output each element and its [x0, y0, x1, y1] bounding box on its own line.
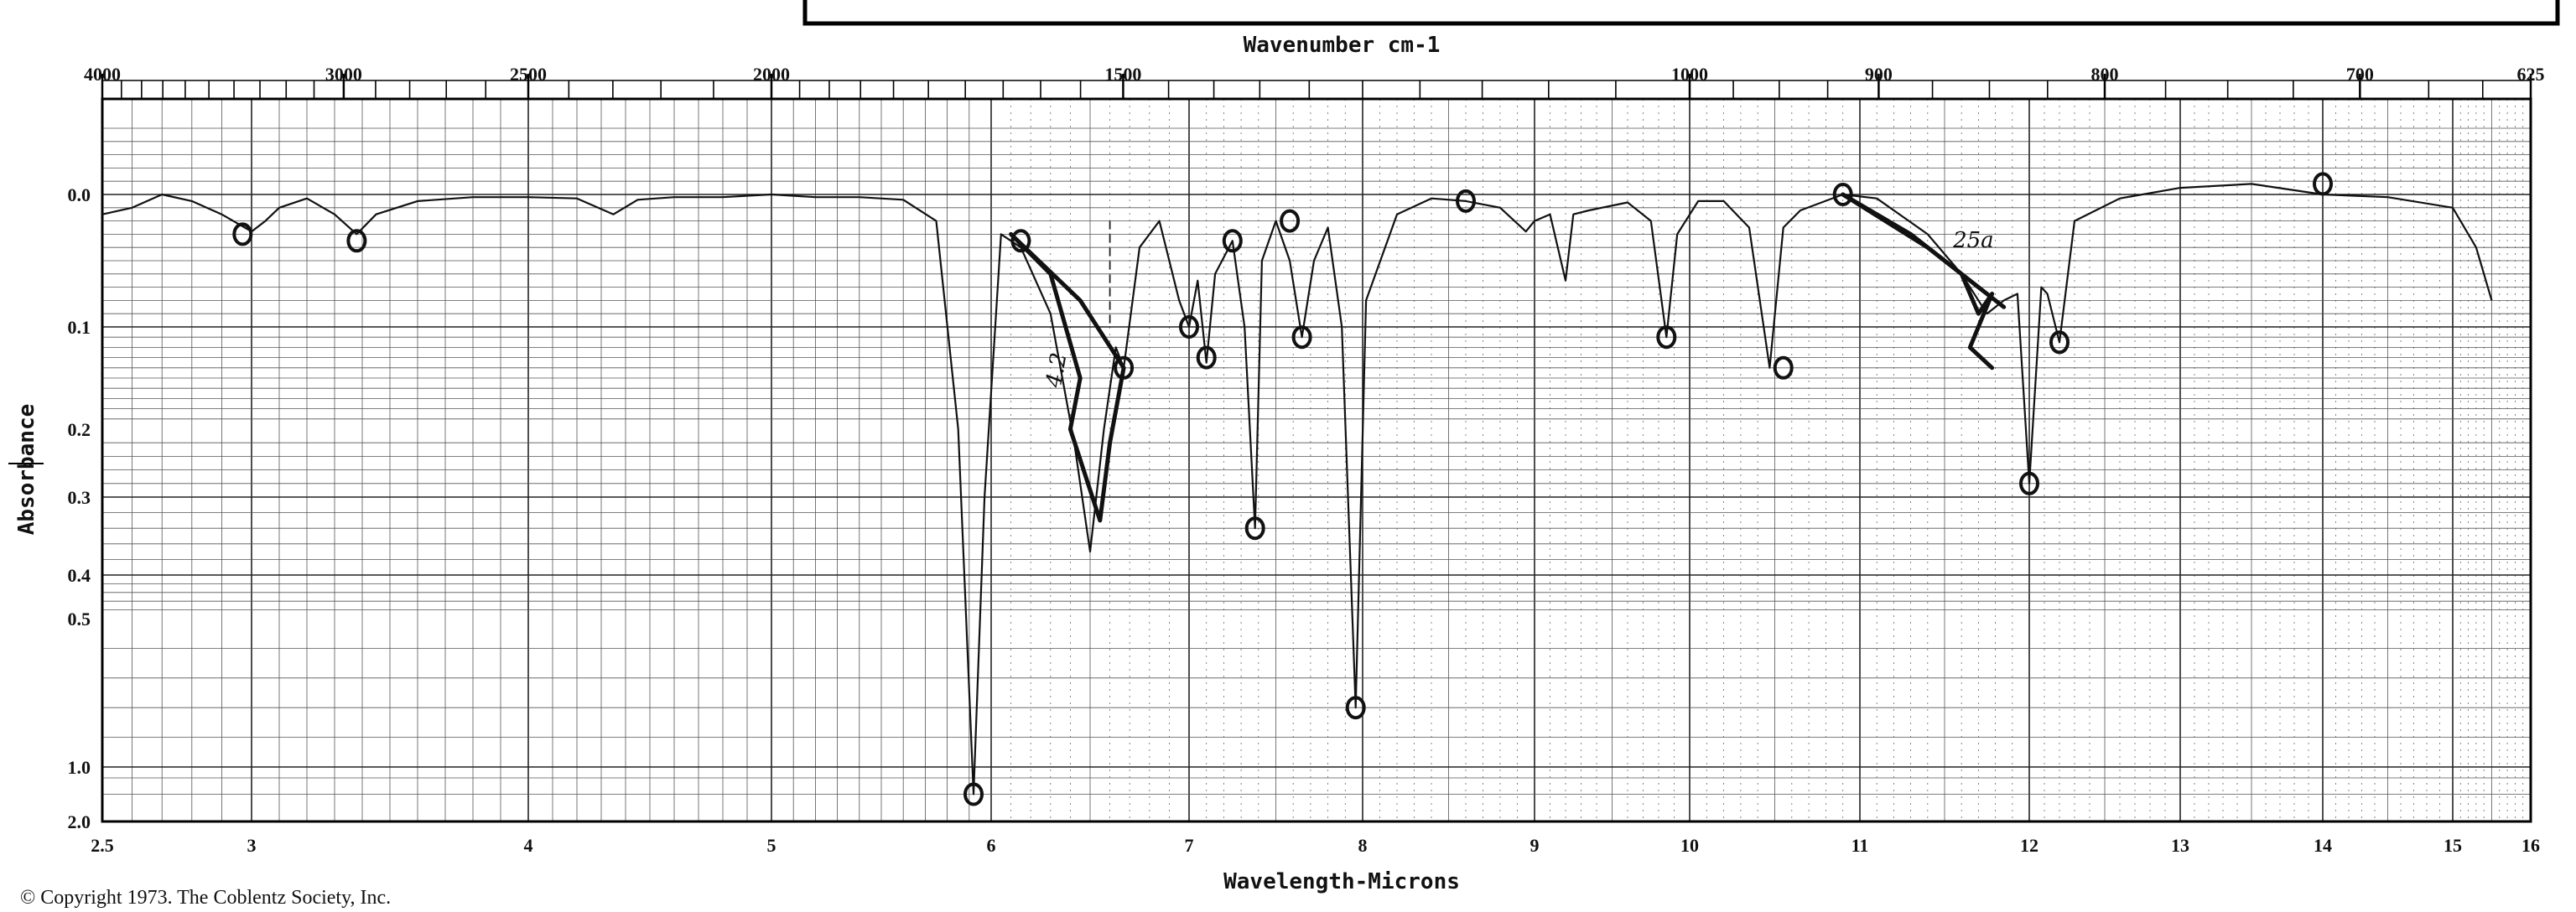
peak-marker — [963, 782, 984, 806]
peak-marker — [1345, 696, 1366, 720]
peak-marker — [1244, 516, 1265, 541]
peak-marker — [1773, 355, 1794, 380]
peak-marker — [1222, 229, 1243, 253]
top-tick-label: 1000 — [1671, 64, 1708, 85]
annotation-layer: 4.2 25a — [1041, 228, 1994, 390]
chart-grid — [101, 99, 2531, 822]
top-tick-label: 700 — [2346, 64, 2374, 85]
copyright-notice: © Copyright 1973. The Coblentz Society, … — [20, 887, 391, 909]
bottom-tick-label: 6 — [987, 835, 996, 856]
plot-frame — [101, 97, 2532, 823]
peak-marker — [1179, 315, 1199, 339]
peak-marker — [1456, 189, 1476, 213]
bottom-tick-label: 11 — [1852, 835, 1869, 856]
bottom-tick-label: 13 — [2171, 835, 2189, 856]
x-axis-label: Wavelength-Microns — [1223, 869, 1460, 894]
bottom-tick-label: 3 — [247, 835, 257, 856]
bottom-tick-label: 16 — [2521, 835, 2540, 856]
bottom-tick-label: 5 — [767, 835, 776, 856]
top-tick-label: 625 — [2517, 64, 2545, 85]
bottom-tick-label: 14 — [2314, 835, 2332, 856]
y-tick-label: 1.0 — [68, 757, 91, 778]
spectrum-layer — [101, 172, 2493, 806]
peak-marker — [1291, 325, 1312, 350]
y-tick-label: 2.0 — [68, 811, 91, 832]
top-tick-label: 4000 — [84, 64, 121, 85]
hand-drawn-baseline — [1009, 231, 1126, 523]
bottom-tick-label: 8 — [1358, 835, 1368, 856]
top-tick-label: 2500 — [510, 64, 547, 85]
y-axis-label: Absorbance — [14, 404, 39, 536]
peak-marker — [1832, 183, 1853, 206]
y-tick-label: 0.3 — [68, 487, 91, 508]
peak-marker — [2313, 172, 2333, 196]
y-tick-label: 0.5 — [68, 609, 91, 630]
peak-marker — [1114, 355, 1135, 380]
y-tick-label: 0.0 — [68, 184, 91, 205]
handwritten-annotation: 25a — [1952, 228, 1994, 253]
bottom-tick-label: 2.5 — [91, 835, 114, 856]
peak-marker — [1010, 229, 1031, 253]
chart-ticks: 4000 3000 2500 2000 1500 1000 900 800 700 625 2.5 3… — [8, 64, 2545, 856]
top-banner-border — [802, 0, 2560, 26]
bottom-tick-label: 9 — [1530, 835, 1540, 856]
bottom-tick-label: 15 — [2444, 835, 2462, 856]
bottom-tick-label: 10 — [1680, 835, 1699, 856]
peak-marker — [1280, 209, 1301, 233]
handwritten-annotation: 4.2 — [1041, 350, 1072, 390]
top-tick-label: 3000 — [325, 64, 362, 85]
y-tick-label: 0.1 — [68, 317, 91, 338]
bottom-tick-label: 4 — [524, 835, 533, 856]
y-tick-label: 0.4 — [68, 565, 91, 586]
spectrum-trace — [101, 183, 2493, 795]
top-axis-label: Wavenumber cm-1 — [1244, 33, 1441, 58]
peak-marker — [2019, 471, 2039, 495]
bottom-tick-label: 7 — [1185, 835, 1194, 856]
top-tick-label: 1500 — [1104, 64, 1141, 85]
top-tick-label: 2000 — [753, 64, 790, 85]
peak-marker — [2049, 330, 2070, 355]
peak-marker — [232, 222, 253, 246]
peak-marker — [1656, 325, 1677, 350]
y-tick-label: 0.2 — [68, 419, 91, 440]
peak-marker — [346, 229, 367, 253]
hand-drawn-baseline — [1841, 192, 1995, 370]
hand-drawn-baseline — [1841, 192, 2007, 309]
peak-marker — [1196, 345, 1217, 370]
bottom-tick-label: 12 — [2020, 835, 2038, 856]
top-tick-label: 800 — [2091, 64, 2119, 85]
top-tick-label: 900 — [1865, 64, 1893, 85]
